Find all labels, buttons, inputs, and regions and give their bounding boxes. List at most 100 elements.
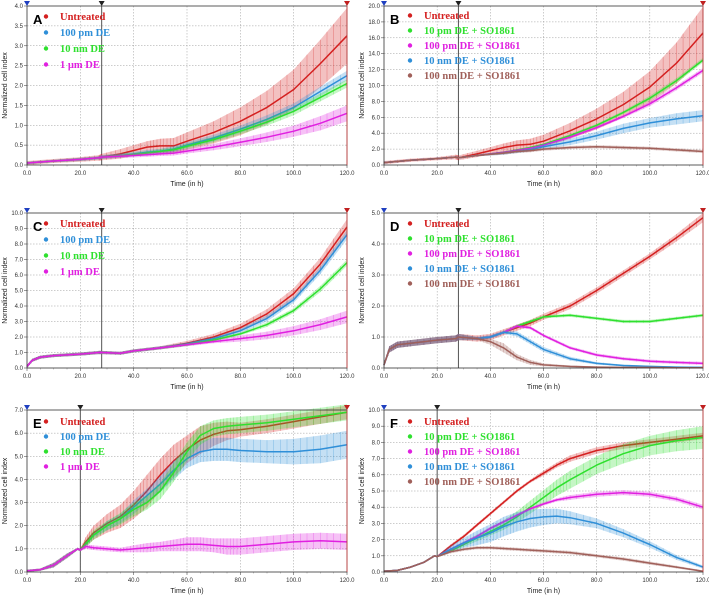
y-tick-label: 3.0 — [15, 44, 24, 50]
legend-label: 100 nm DE + SO1861 — [424, 477, 520, 488]
y-tick-label: 3.0 — [15, 320, 24, 326]
end-marker-icon — [700, 208, 706, 213]
series-line — [26, 112, 348, 164]
y-tick-label: 7.0 — [15, 258, 24, 264]
x-axis-title: Time (in h) — [527, 588, 560, 595]
legend-label: 10 nm DE + SO1861 — [424, 264, 515, 275]
legend-marker — [43, 253, 49, 258]
x-tick-label: 60.0 — [181, 578, 193, 584]
error-band — [384, 110, 703, 164]
y-tick-label: 1.0 — [372, 554, 381, 560]
legend-marker — [407, 221, 413, 226]
x-tick-label: 60.0 — [181, 171, 193, 177]
y-axis-title: Normalized cell index — [2, 52, 9, 119]
legend-marker — [43, 434, 49, 439]
y-tick-label: 10.0 — [368, 408, 380, 414]
legend-marker — [43, 419, 49, 424]
y-tick-label: 0.0 — [372, 163, 381, 169]
legend-marker — [407, 73, 413, 78]
x-tick-label: 20.0 — [74, 374, 86, 380]
y-tick-label: 3.0 — [15, 501, 24, 507]
x-tick-label: 20.0 — [431, 374, 443, 380]
legend-label: 10 nm DE — [60, 251, 105, 262]
legend-label: Untreated — [424, 11, 469, 22]
legend-label: 100 pm DE + SO1861 — [424, 249, 520, 260]
y-tick-label: 1.0 — [15, 123, 24, 129]
x-tick-label: 100.0 — [286, 374, 302, 380]
legend-marker — [43, 269, 49, 274]
x-tick-label: 0.0 — [380, 374, 389, 380]
treatment-marker-arrow — [77, 405, 84, 410]
legend-marker — [407, 281, 413, 286]
legend-label: 10 pm DE + SO1861 — [424, 26, 515, 37]
legend-label: Untreated — [60, 12, 105, 23]
legend-marker — [407, 236, 413, 241]
legend-marker — [407, 251, 413, 256]
x-tick-label: 120.0 — [695, 171, 709, 177]
x-tick-label: 80.0 — [591, 171, 603, 177]
legend-label: 10 nm DE — [60, 44, 105, 55]
x-tick-label: 100.0 — [286, 171, 302, 177]
legend-label: 10 pm DE + SO1861 — [424, 432, 515, 443]
legend-marker — [407, 28, 413, 33]
y-tick-label: 0.0 — [372, 570, 381, 576]
y-tick-label: 6.0 — [15, 273, 24, 279]
treatment-marker-arrow — [434, 405, 441, 410]
y-axis-title: Normalized cell index — [2, 457, 9, 524]
y-tick-label: 6.0 — [372, 115, 381, 121]
y-tick-label: 5.0 — [372, 489, 381, 495]
y-tick-label: 18.0 — [368, 20, 380, 26]
x-tick-label: 0.0 — [23, 374, 32, 380]
series-4 — [383, 145, 704, 164]
y-tick-label: 5.0 — [15, 289, 24, 295]
start-marker-icon — [381, 208, 387, 213]
error-band — [384, 6, 703, 165]
y-tick-label: 14.0 — [368, 52, 380, 58]
end-marker-icon — [344, 405, 350, 410]
y-axis-title: Normalized cell index — [359, 457, 366, 524]
legend-label: Untreated — [424, 417, 469, 428]
legend-label: 100 pm DE — [60, 235, 110, 246]
series-4 — [383, 546, 704, 572]
legend-label: Untreated — [60, 219, 105, 230]
y-tick-label: 0.0 — [372, 366, 381, 372]
legend-marker — [407, 13, 413, 18]
y-tick-label: 3.0 — [372, 521, 381, 527]
legend-label: 100 pm DE — [60, 28, 110, 39]
x-axis-title: Time (in h) — [170, 384, 203, 391]
start-marker-icon — [24, 1, 30, 6]
series-line — [26, 316, 348, 367]
legend-label: 100 nm DE + SO1861 — [424, 279, 520, 290]
x-tick-label: 100.0 — [642, 171, 658, 177]
panel-letter: E — [33, 416, 42, 431]
x-tick-label: 60.0 — [538, 171, 550, 177]
end-marker-icon — [700, 1, 706, 6]
treatment-marker-arrow — [98, 208, 105, 213]
series-line — [26, 540, 348, 572]
legend-marker — [407, 419, 413, 424]
y-tick-label: 2.0 — [372, 147, 381, 153]
start-marker-icon — [24, 405, 30, 410]
x-tick-label: 100.0 — [642, 578, 658, 584]
x-tick-label: 60.0 — [538, 374, 550, 380]
x-tick-label: 20.0 — [431, 578, 443, 584]
legend-marker — [407, 266, 413, 271]
series-line — [383, 546, 704, 572]
y-tick-label: 6.0 — [372, 473, 381, 479]
treatment-marker-arrow — [455, 1, 462, 6]
x-tick-label: 0.0 — [380, 578, 389, 584]
x-tick-label: 100.0 — [642, 374, 658, 380]
x-tick-label: 120.0 — [695, 374, 709, 380]
x-tick-label: 40.0 — [128, 374, 140, 380]
legend-marker — [43, 464, 49, 469]
x-tick-label: 120.0 — [695, 578, 709, 584]
y-axis-title: Normalized cell index — [359, 52, 366, 119]
x-tick-label: 40.0 — [128, 578, 140, 584]
end-marker-icon — [700, 405, 706, 410]
treatment-marker-arrow — [98, 1, 105, 6]
y-tick-label: 4.0 — [372, 131, 381, 137]
x-axis-title: Time (in h) — [527, 181, 560, 188]
panel-b: 0.0 20.0 40.0 60.0 80.0 100.0 120.0 0.0 2.0 4.0 6.… — [359, 1, 709, 188]
series-4 — [383, 333, 703, 369]
